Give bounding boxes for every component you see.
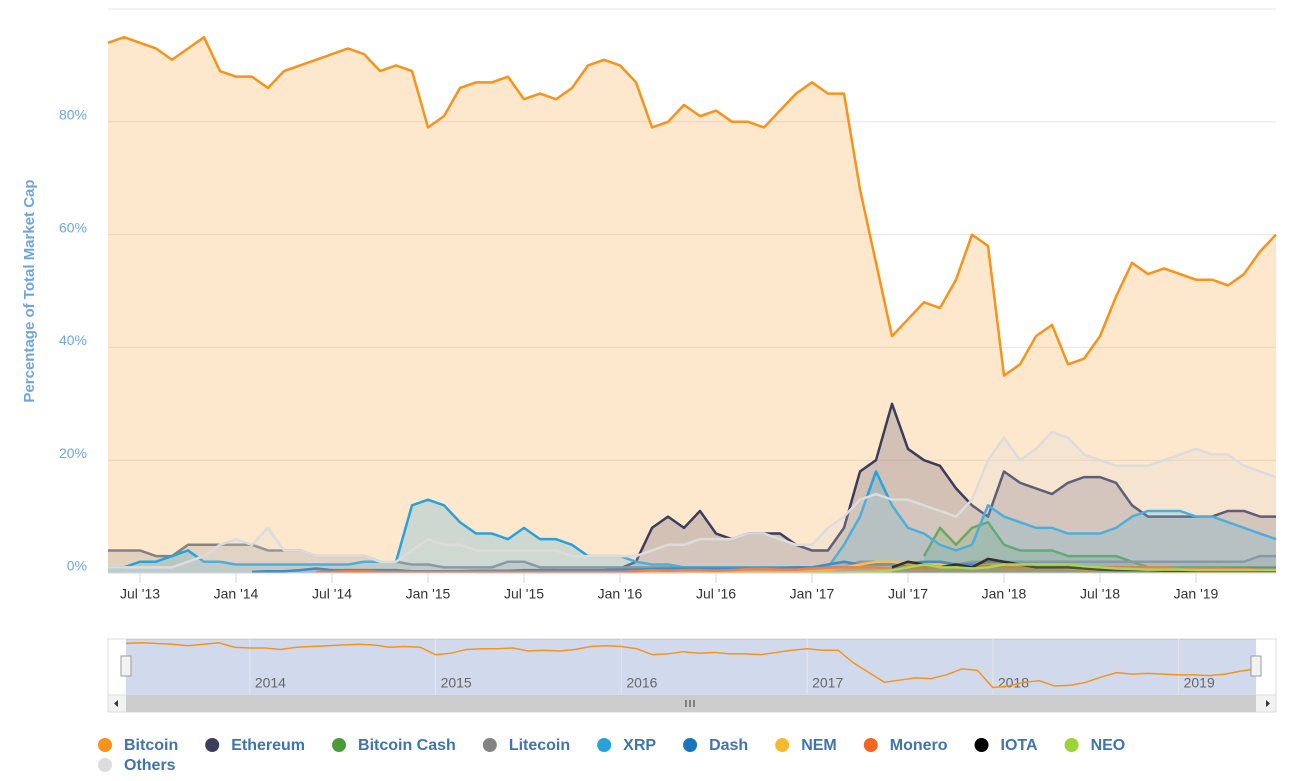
navigator: 2014 2015 2016 2017 2018 2019 (107, 638, 1277, 696)
scrollbar[interactable] (107, 694, 1277, 713)
area-fill (540, 403, 1276, 573)
legend-item[interactable]: XRP (597, 737, 656, 754)
x-tick-label: Jan '14 (214, 586, 259, 602)
x-tick-label: Jul '15 (504, 586, 544, 602)
navigator-tick-label: 2019 (1184, 675, 1215, 691)
legend-symbol (482, 738, 497, 752)
legend-label: Ethereum (231, 737, 305, 754)
scroll-right[interactable] (1266, 700, 1270, 707)
legend-item[interactable]: Litecoin (482, 737, 570, 754)
legend-label: Litecoin (509, 737, 570, 754)
scrollbar-thumb[interactable] (126, 695, 1256, 712)
x-tick-label: Jan '16 (598, 586, 643, 602)
legend-symbol (597, 738, 612, 752)
x-tick-label: Jan '17 (790, 586, 835, 602)
series-line (107, 35, 1277, 377)
legend-item[interactable]: Bitcoin (98, 737, 178, 754)
x-tick-label: Jan '18 (982, 586, 1027, 602)
handle-right[interactable] (1250, 655, 1262, 677)
legend-label: Bitcoin (124, 737, 178, 754)
navigator-tick-label: 2017 (812, 675, 843, 691)
x-tick-label: Jul '13 (120, 586, 160, 602)
handle-left[interactable] (120, 655, 132, 677)
legend-item[interactable]: Ethereum (205, 737, 305, 754)
area-fill (108, 37, 1276, 573)
legend-item[interactable]: NEM (775, 737, 837, 754)
y-tick-label: 0% (67, 558, 87, 574)
legend-label: Others (124, 757, 176, 774)
legend-item[interactable]: NEO (1064, 737, 1126, 754)
x-tick-label: Jan '15 (406, 586, 451, 602)
x-tick-label: Jul '17 (888, 586, 928, 602)
legend-label: IOTA (1001, 737, 1038, 754)
series-line (540, 402, 1276, 573)
legend-symbol (863, 738, 878, 752)
legend-label: Bitcoin Cash (358, 737, 456, 754)
legend: Bitcoin Ethereum Bitcoin Cash Litecoin XRP Da… (98, 737, 1125, 774)
navigator-tick-label: 2014 (255, 675, 286, 691)
area-fill (892, 558, 1276, 573)
legend-item[interactable]: Dash (683, 737, 748, 754)
x-tick-label: Jul '16 (696, 586, 736, 602)
area-fill (812, 564, 1276, 573)
legend-label: NEO (1091, 737, 1126, 754)
navigator-tick-label: 2015 (441, 675, 472, 691)
x-tick-label: Jan '19 (1174, 586, 1219, 602)
series-line (812, 563, 1276, 574)
area-fill (108, 432, 1276, 573)
legend-label: Dash (709, 737, 748, 754)
y-tick-label: 60% (59, 219, 87, 235)
legend-symbol (1064, 738, 1079, 752)
legend-symbol (775, 738, 790, 752)
legend-label: NEM (801, 737, 837, 754)
x-tick-label: Jul '14 (312, 586, 352, 602)
scroll-left[interactable] (114, 700, 118, 707)
legend-label: Monero (890, 737, 948, 754)
y-tick-label: 40% (59, 332, 87, 348)
y-axis-title: Percentage of Total Market Cap (21, 179, 38, 402)
legend-symbol (98, 738, 112, 752)
series-line (108, 430, 1277, 569)
legend-symbol (205, 738, 220, 752)
y-tick-label: 20% (59, 445, 87, 461)
x-axis: Jul '13 Jan '14 Jul '14 Jan '15 Jul '15 Jan '… (108, 572, 1276, 602)
legend-label: XRP (623, 737, 656, 754)
legend-symbol (974, 738, 989, 752)
legend-item[interactable]: Bitcoin Cash (332, 737, 456, 754)
legend-symbol (332, 738, 347, 752)
navigator-tick-label: 2016 (626, 675, 657, 691)
navigator-handles[interactable] (120, 655, 1262, 677)
scrollbar-grip (685, 700, 695, 707)
legend-symbol (683, 738, 698, 752)
x-tick-label: Jul '18 (1080, 586, 1120, 602)
legend-item[interactable]: Monero (863, 737, 948, 754)
navigator-line (125, 641, 1257, 689)
area-fill (924, 522, 1276, 573)
plot-area (107, 35, 1277, 574)
y-tick-label: 80% (59, 107, 87, 123)
legend-item[interactable]: IOTA (974, 737, 1038, 754)
legend-item[interactable]: Others (98, 757, 176, 774)
legend-symbol (98, 758, 112, 772)
